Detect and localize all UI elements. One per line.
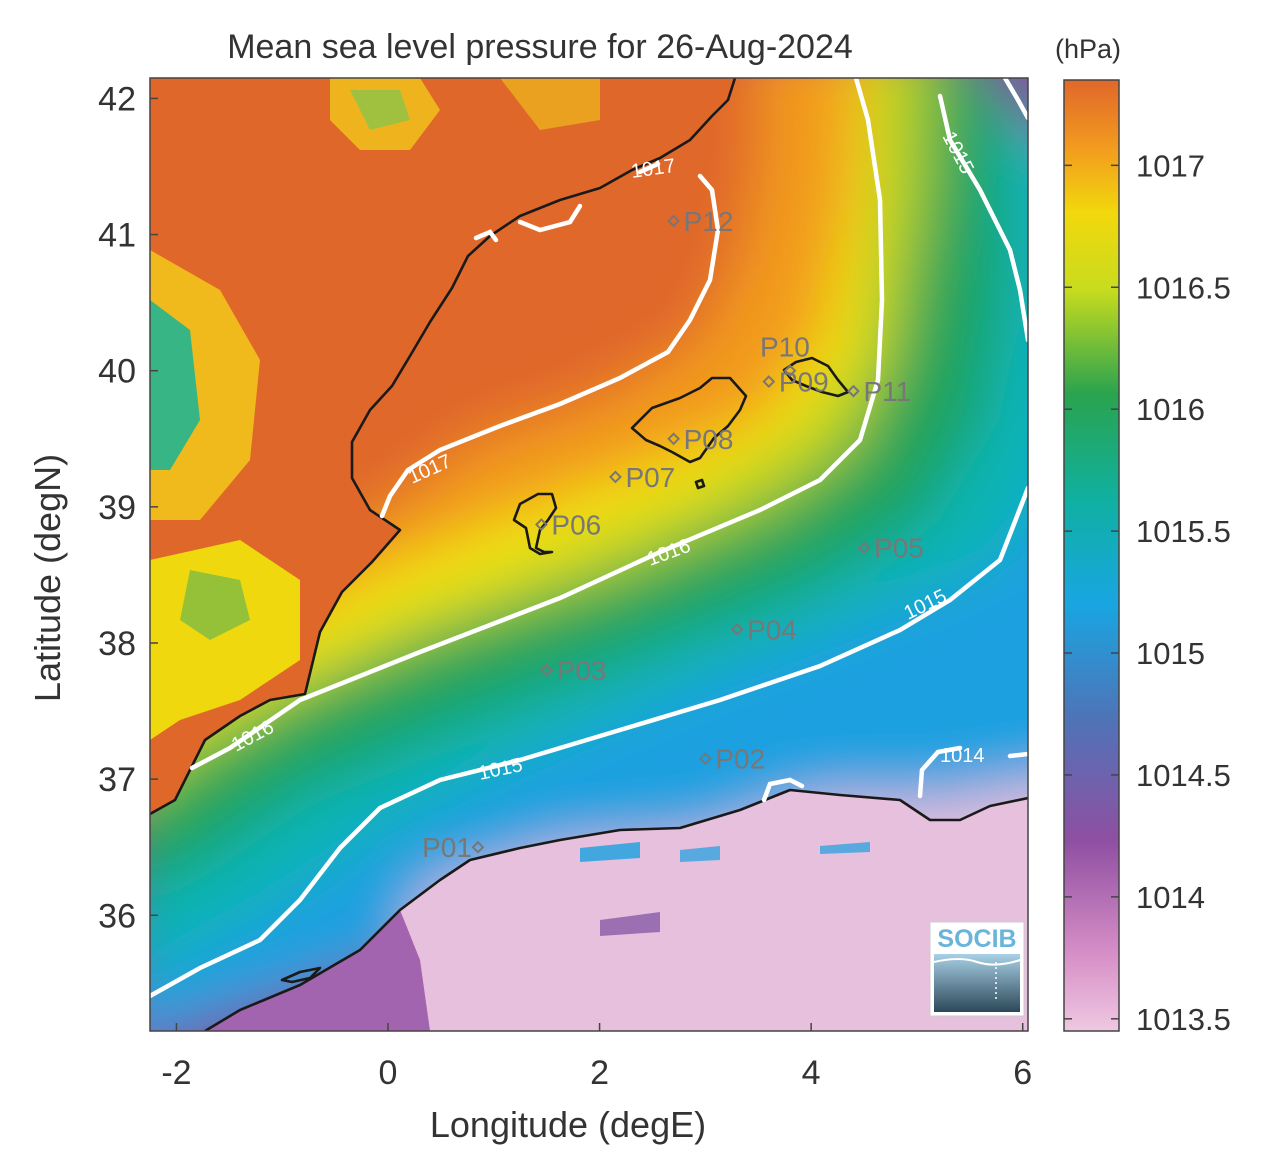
y-tick-label: 38 bbox=[98, 625, 136, 663]
diamond-marker-icon bbox=[847, 384, 860, 398]
colorbar-unit: (hPa) bbox=[1055, 34, 1121, 64]
colorbar-tick-label: 1017 bbox=[1136, 148, 1205, 183]
colorbar-tick-label: 1014.5 bbox=[1136, 758, 1231, 793]
colorbar-ticks: 1017 1016.5 1016 1015.5 1015 1014.5 1014 1013.5 bbox=[1064, 148, 1231, 1037]
colorbar-tick-label: 1016 bbox=[1136, 392, 1205, 427]
station-label: P10 bbox=[760, 332, 810, 363]
y-tick-label: 37 bbox=[98, 761, 136, 799]
y-axis-ticks: 42 41 40 39 38 37 36 bbox=[98, 80, 158, 935]
station-label: P12 bbox=[684, 206, 734, 237]
diamond-marker-icon bbox=[783, 364, 797, 378]
y-tick-label: 42 bbox=[98, 80, 136, 118]
colorbar: 1017 1016.5 1016 1015.5 1015 1014.5 1014 1013.5 bbox=[1063, 79, 1231, 1037]
colorbar-tick-label: 1015 bbox=[1136, 636, 1205, 671]
colorbar-tick-label: 1014 bbox=[1136, 880, 1205, 915]
diamond-marker-icon bbox=[698, 752, 712, 766]
x-axis-ticks: -2 0 2 4 6 bbox=[161, 1023, 1032, 1092]
socib-logo-text: SOCIB bbox=[937, 925, 1016, 953]
diamond-marker-icon bbox=[762, 375, 776, 389]
x-tick-label: 4 bbox=[802, 1054, 821, 1092]
diamond-marker-icon bbox=[667, 432, 681, 446]
chart-title: Mean sea level pressure for 26-Aug-2024 bbox=[227, 28, 853, 66]
contour-lines bbox=[150, 78, 1028, 999]
y-tick-label: 36 bbox=[98, 897, 136, 935]
station-label: P08 bbox=[684, 424, 734, 455]
y-tick-label: 40 bbox=[98, 353, 136, 391]
map-plot-area: 1017 1017 1016 1016 1015 1015 1015 1014 … bbox=[150, 78, 1028, 1031]
station-marker[interactable]: P11 bbox=[847, 376, 911, 407]
y-axis-label: Latitude (degN) bbox=[27, 454, 68, 702]
socib-logo: SOCIB bbox=[929, 921, 1025, 1017]
colorbar-tick-label: 1016.5 bbox=[1136, 270, 1231, 305]
station-marker[interactable]: P08 bbox=[667, 424, 734, 455]
station-label: P06 bbox=[551, 510, 601, 541]
diamond-marker-icon bbox=[534, 518, 548, 531]
station-marker[interactable]: P07 bbox=[609, 462, 675, 493]
station-label: P03 bbox=[557, 655, 607, 686]
station-label: P02 bbox=[715, 744, 765, 775]
contour-label: 1014 bbox=[940, 745, 985, 767]
station-marker[interactable]: P01 bbox=[422, 832, 485, 863]
x-tick-label: 6 bbox=[1013, 1054, 1032, 1092]
station-label: P05 bbox=[874, 533, 924, 564]
diamond-marker-icon bbox=[667, 214, 681, 228]
colorbar-tick-label: 1015.5 bbox=[1136, 514, 1231, 549]
diamond-marker-icon bbox=[857, 541, 871, 555]
diamond-marker-icon bbox=[540, 663, 554, 677]
y-tick-label: 39 bbox=[98, 489, 136, 527]
station-label: P11 bbox=[863, 376, 911, 407]
station-marker[interactable]: P02 bbox=[698, 744, 765, 775]
diamond-marker-icon bbox=[471, 840, 485, 854]
map-frame bbox=[149, 77, 1029, 1032]
station-label: P07 bbox=[625, 462, 675, 493]
x-axis-label: Longitude (degE) bbox=[430, 1104, 706, 1145]
station-marker[interactable]: P12 bbox=[667, 206, 734, 237]
station-label: P04 bbox=[747, 614, 797, 645]
y-tick-label: 41 bbox=[98, 217, 136, 255]
coastlines bbox=[150, 78, 1028, 1031]
colorbar-gradient bbox=[1063, 79, 1120, 1032]
station-marker[interactable]: P03 bbox=[540, 655, 607, 686]
station-marker[interactable]: P05 bbox=[857, 533, 924, 564]
diamond-marker-icon bbox=[609, 470, 622, 484]
x-tick-label: 2 bbox=[590, 1054, 609, 1092]
diamond-marker-icon bbox=[730, 622, 744, 636]
x-tick-label: -2 bbox=[161, 1054, 191, 1092]
station-label: P01 bbox=[422, 832, 472, 863]
station-marker[interactable]: P10 bbox=[760, 332, 810, 378]
station-marker[interactable]: P04 bbox=[730, 614, 797, 645]
colorbar-tick-label: 1013.5 bbox=[1136, 1002, 1231, 1037]
station-marker[interactable]: P06 bbox=[534, 510, 601, 541]
x-tick-label: 0 bbox=[379, 1054, 398, 1092]
